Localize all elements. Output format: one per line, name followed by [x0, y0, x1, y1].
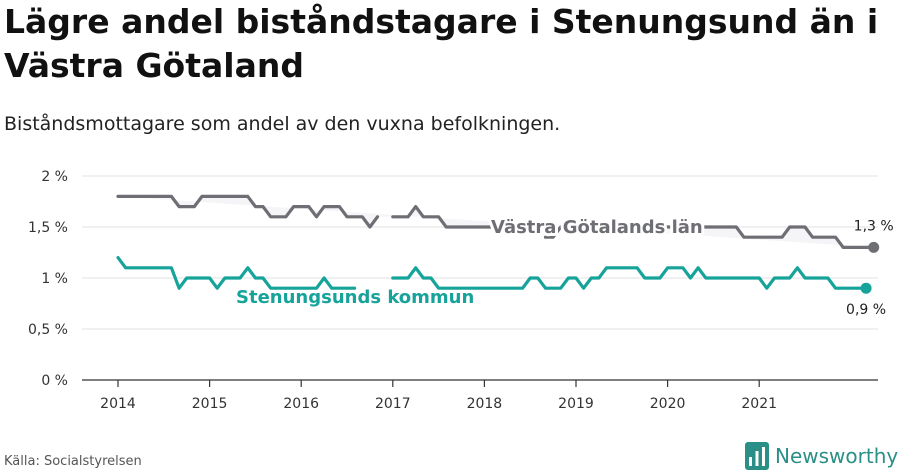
y-tick-label: 0,5 % [28, 322, 68, 338]
y-tick-label: 2 % [41, 169, 68, 185]
vg-end-point [868, 241, 880, 253]
stenungsund-series-line [116, 256, 868, 290]
vg-series-name-label: Västra Götalands län [491, 217, 703, 238]
newsworthy-logo-icon [745, 442, 769, 470]
y-tick-label: 1 % [41, 271, 68, 287]
y-tick-label: 1,5 % [28, 220, 68, 236]
chart-title: Lägre andel biståndstagare i Stenungsund… [4, 2, 879, 85]
y-tick-label: 0 % [41, 373, 68, 389]
x-tick-label: 2019 [558, 396, 594, 412]
x-tick-label: 2017 [375, 396, 411, 412]
vg-end-value-label: 1,3 % [854, 218, 894, 234]
x-tick-label: 2018 [467, 396, 503, 412]
brand-name: Newsworthy [775, 444, 899, 468]
x-tick-label: 2021 [741, 396, 777, 412]
range-band [118, 196, 874, 248]
stenungsund-end-point [860, 282, 872, 294]
x-tick-label: 2014 [100, 396, 136, 412]
stenungsund-end-value-label: 0,9 % [846, 302, 886, 318]
chart-subtitle: Biståndsmottagare som andel av den vuxna… [4, 113, 561, 135]
vg-series-line [116, 194, 876, 249]
x-tick-label: 2016 [283, 396, 319, 412]
brand-logo: Newsworthy [745, 441, 898, 471]
source-note: Källa: Socialstyrelsen [4, 454, 142, 469]
x-tick-label: 2020 [650, 396, 686, 412]
stenungsund-series-name-label: Stenungsunds kommun [236, 287, 474, 308]
x-tick-label: 2015 [192, 396, 228, 412]
